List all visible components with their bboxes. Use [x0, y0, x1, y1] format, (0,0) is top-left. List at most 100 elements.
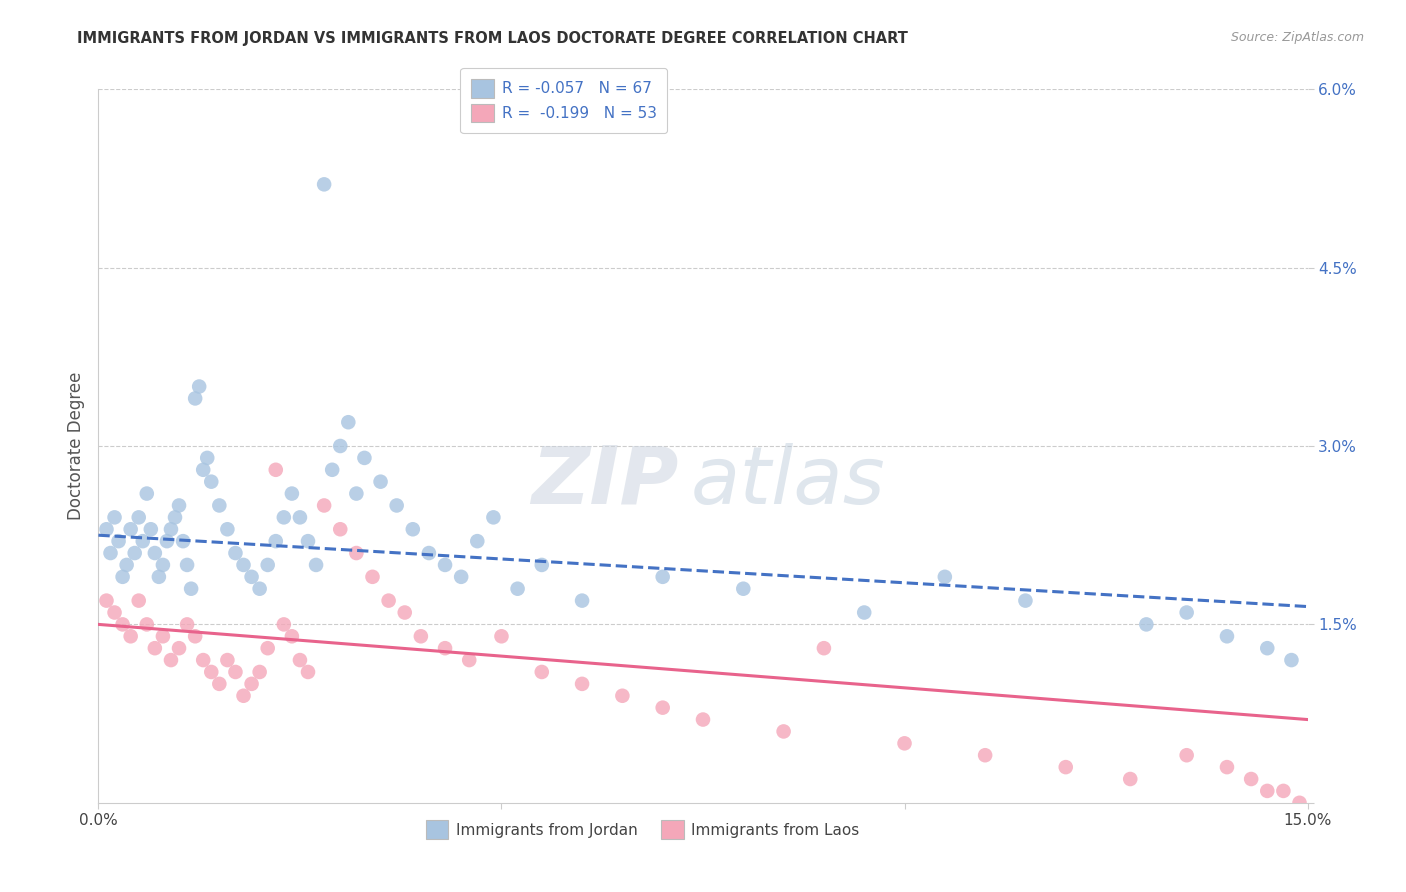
Point — [1014, 593, 1036, 607]
Point — [1288, 796, 1310, 810]
Point — [256, 558, 278, 572]
Text: Source: ZipAtlas.com: Source: ZipAtlas.com — [1230, 31, 1364, 45]
Point — [482, 510, 505, 524]
Point — [418, 546, 440, 560]
Point — [176, 558, 198, 572]
Point — [434, 558, 457, 572]
Point — [193, 463, 215, 477]
Point — [232, 689, 254, 703]
Point — [163, 510, 186, 524]
Point — [450, 570, 472, 584]
Point — [692, 713, 714, 727]
Point — [115, 558, 138, 572]
Point — [377, 593, 399, 607]
Point — [120, 629, 142, 643]
Point — [135, 486, 157, 500]
Point — [305, 558, 328, 572]
Point — [1175, 606, 1198, 620]
Point — [256, 641, 278, 656]
Point — [337, 415, 360, 429]
Point — [1119, 772, 1142, 786]
Point — [111, 617, 134, 632]
Point — [249, 665, 271, 679]
Point — [264, 534, 287, 549]
Point — [361, 570, 384, 584]
Point — [1281, 653, 1303, 667]
Point — [167, 499, 190, 513]
Point — [152, 558, 174, 572]
Point — [1256, 784, 1278, 798]
Point — [193, 653, 215, 667]
Point — [139, 522, 162, 536]
Text: IMMIGRANTS FROM JORDAN VS IMMIGRANTS FROM LAOS DOCTORATE DEGREE CORRELATION CHAR: IMMIGRANTS FROM JORDAN VS IMMIGRANTS FRO… — [77, 31, 908, 46]
Point — [491, 629, 513, 643]
Point — [232, 558, 254, 572]
Point — [240, 570, 263, 584]
Point — [160, 522, 183, 536]
Point — [200, 475, 222, 489]
Point — [264, 463, 287, 477]
Point — [530, 665, 553, 679]
Point — [288, 653, 311, 667]
Point — [156, 534, 179, 549]
Point — [143, 641, 166, 656]
Point — [128, 593, 150, 607]
Point — [217, 522, 239, 536]
Point — [394, 606, 416, 620]
Point — [329, 439, 352, 453]
Point — [571, 677, 593, 691]
Y-axis label: Doctorate Degree: Doctorate Degree — [66, 372, 84, 520]
Point — [273, 510, 295, 524]
Point — [1216, 629, 1239, 643]
Point — [135, 617, 157, 632]
Point — [281, 486, 304, 500]
Point — [103, 510, 125, 524]
Point — [402, 522, 425, 536]
Point — [612, 689, 634, 703]
Point — [530, 558, 553, 572]
Point — [152, 629, 174, 643]
Point — [1272, 784, 1295, 798]
Point — [288, 510, 311, 524]
Point — [240, 677, 263, 691]
Point — [160, 653, 183, 667]
Point — [1054, 760, 1077, 774]
Point — [96, 522, 118, 536]
Point — [385, 499, 408, 513]
Point — [167, 641, 190, 656]
Point — [893, 736, 915, 750]
Point — [124, 546, 146, 560]
Point — [200, 665, 222, 679]
Point — [148, 570, 170, 584]
Point — [107, 534, 129, 549]
Point — [1135, 617, 1157, 632]
Point — [329, 522, 352, 536]
Point — [128, 510, 150, 524]
Point — [195, 450, 218, 465]
Point — [281, 629, 304, 643]
Point — [974, 748, 997, 763]
Point — [172, 534, 194, 549]
Point — [458, 653, 481, 667]
Legend: Immigrants from Jordan, Immigrants from Laos: Immigrants from Jordan, Immigrants from … — [419, 814, 866, 845]
Point — [813, 641, 835, 656]
Point — [651, 700, 673, 714]
Point — [224, 665, 246, 679]
Point — [1216, 760, 1239, 774]
Point — [96, 593, 118, 607]
Point — [217, 653, 239, 667]
Text: atlas: atlas — [690, 442, 886, 521]
Point — [571, 593, 593, 607]
Point — [434, 641, 457, 656]
Point — [370, 475, 392, 489]
Text: ZIP: ZIP — [531, 442, 679, 521]
Point — [111, 570, 134, 584]
Point — [120, 522, 142, 536]
Point — [249, 582, 271, 596]
Point — [853, 606, 876, 620]
Point — [314, 178, 336, 192]
Point — [180, 582, 202, 596]
Point — [651, 570, 673, 584]
Point — [344, 486, 367, 500]
Point — [321, 463, 343, 477]
